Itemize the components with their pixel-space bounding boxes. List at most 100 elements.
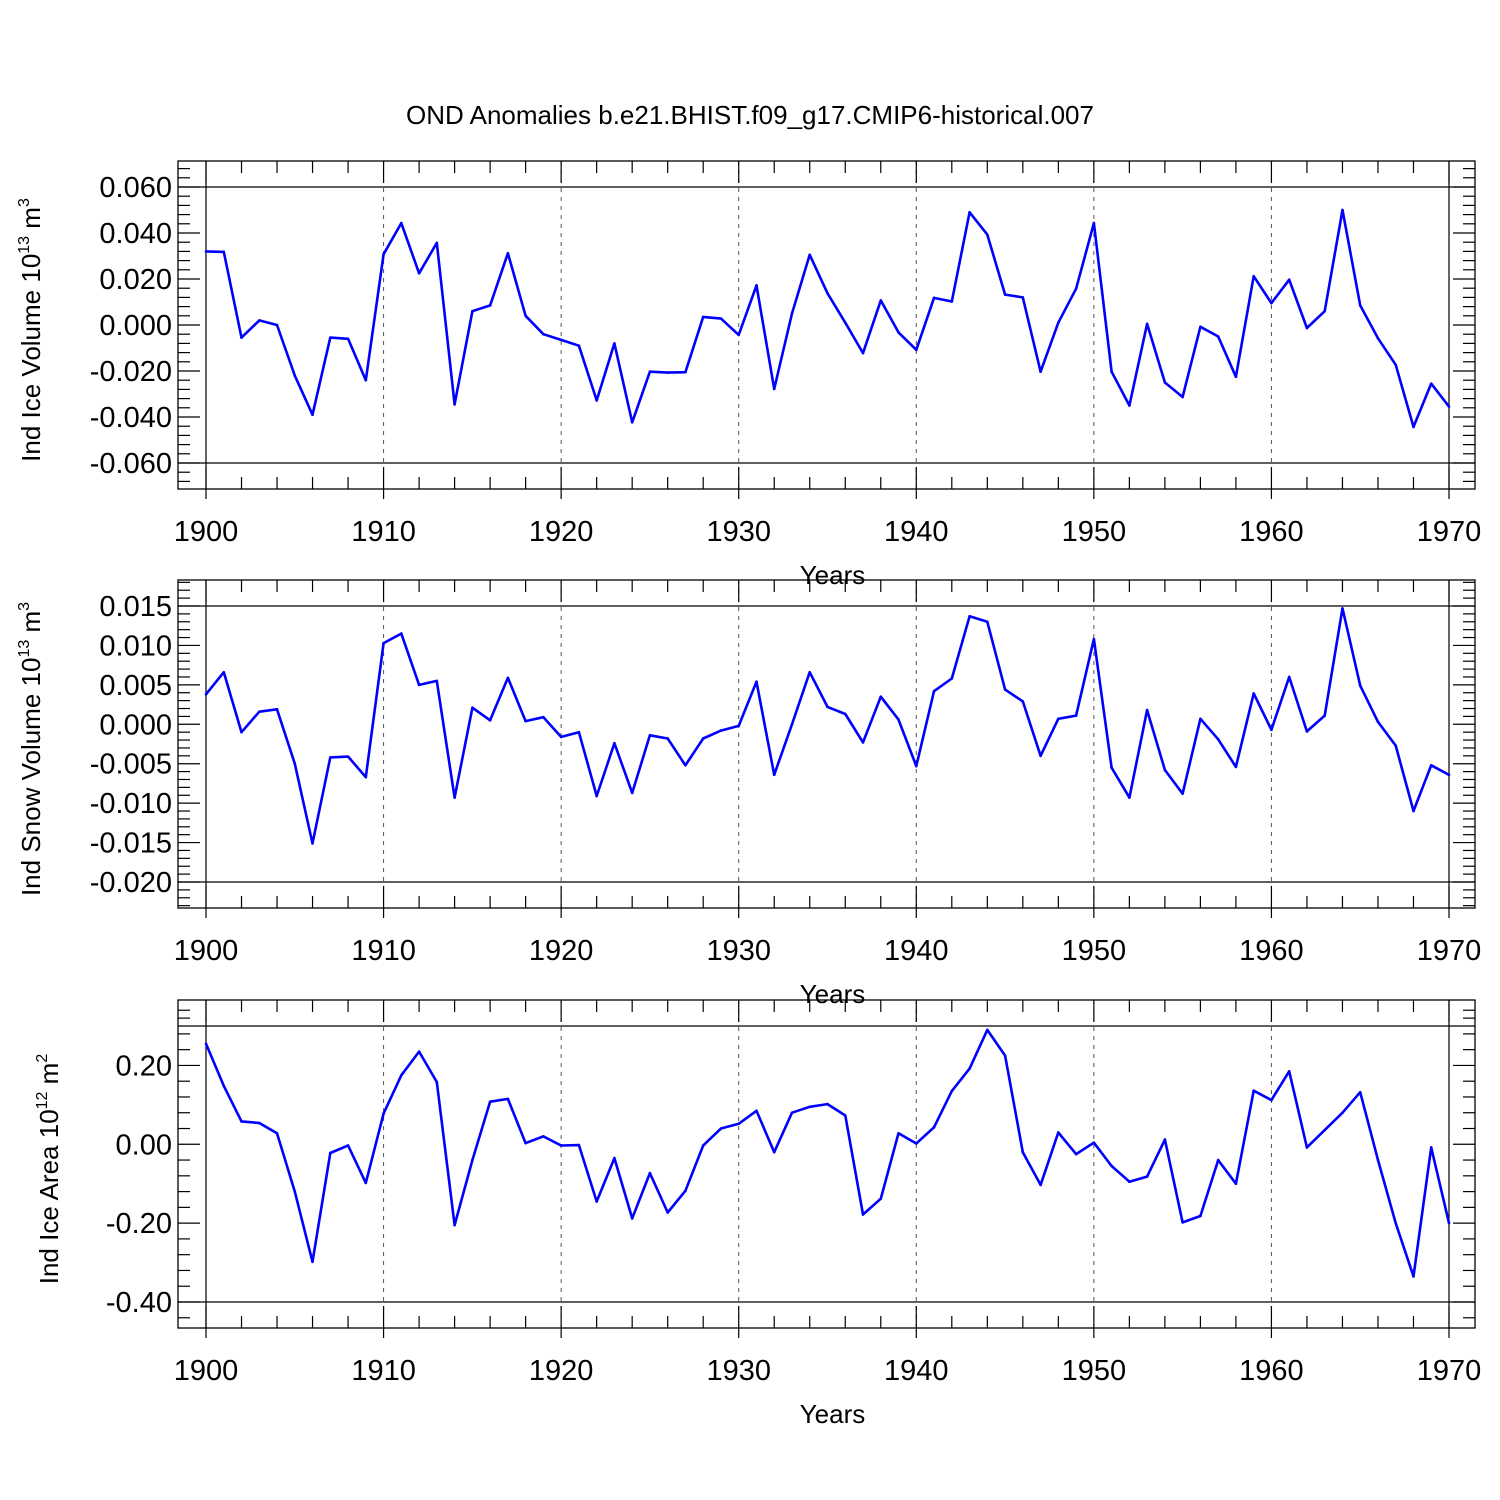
data-point bbox=[1376, 1158, 1380, 1162]
data-point bbox=[1092, 221, 1096, 225]
data-point bbox=[488, 304, 492, 307]
data-point bbox=[417, 1050, 421, 1053]
data-point bbox=[701, 315, 705, 319]
data-point bbox=[435, 1080, 439, 1084]
data-point bbox=[1074, 1152, 1078, 1156]
data-point bbox=[701, 737, 705, 740]
x-tick-label: 1910 bbox=[351, 516, 416, 548]
data-point bbox=[648, 1171, 652, 1175]
y-axis-title: Ind Ice Area 1012 m2 bbox=[34, 1054, 64, 1285]
data-point bbox=[1234, 765, 1238, 769]
data-point bbox=[453, 796, 456, 799]
data-point bbox=[719, 729, 723, 732]
data-point bbox=[1429, 1146, 1433, 1149]
data-point bbox=[648, 370, 652, 373]
data-point bbox=[1074, 714, 1078, 717]
data-point bbox=[329, 1151, 332, 1155]
y-axis-title-exponent: 13 bbox=[16, 640, 33, 658]
y-tick-label: -0.010 bbox=[90, 788, 172, 820]
data-point bbox=[1003, 688, 1007, 691]
data-point bbox=[382, 1112, 385, 1115]
data-point bbox=[666, 1211, 669, 1214]
data-point bbox=[613, 342, 616, 345]
data-point bbox=[808, 670, 812, 674]
x-tick-label: 1920 bbox=[529, 1355, 594, 1387]
data-point bbox=[364, 378, 368, 382]
data-point bbox=[453, 403, 456, 406]
data-point bbox=[488, 1100, 492, 1104]
x-tick-label: 1970 bbox=[1417, 1355, 1482, 1387]
data-point bbox=[346, 755, 350, 758]
series-line-snow-volume bbox=[204, 607, 1450, 845]
data-point bbox=[240, 1120, 243, 1123]
data-point bbox=[1110, 766, 1113, 769]
data-point bbox=[1039, 370, 1042, 373]
data-point bbox=[1287, 1070, 1291, 1073]
data-point bbox=[524, 719, 527, 723]
data-point bbox=[1039, 1183, 1042, 1187]
y-tick-label: -0.40 bbox=[106, 1287, 172, 1319]
data-point bbox=[861, 1213, 865, 1216]
data-point bbox=[861, 351, 865, 355]
data-point bbox=[417, 271, 421, 275]
x-tick-label: 1960 bbox=[1239, 516, 1304, 548]
data-point bbox=[630, 791, 634, 795]
data-point bbox=[1287, 278, 1291, 281]
panel-ice-volume: 1900 1910 1920 1930 1940 1950 1960 1970 Years 0.0… bbox=[16, 160, 1482, 590]
y-axis-title-unit: m bbox=[16, 611, 46, 640]
x-tick-label: 1920 bbox=[529, 516, 594, 548]
x-tick-label: 1910 bbox=[351, 1355, 416, 1387]
x-tick-label: 1960 bbox=[1239, 1355, 1304, 1387]
data-point bbox=[1270, 301, 1273, 305]
data-point bbox=[1163, 381, 1167, 384]
data-point bbox=[968, 614, 971, 618]
data-point bbox=[897, 718, 900, 721]
data-point bbox=[1199, 717, 1202, 721]
data-point bbox=[1412, 1275, 1415, 1278]
y-axis-title-exponent: 13 bbox=[16, 236, 33, 254]
x-tick-label: 1920 bbox=[529, 935, 594, 967]
data-point bbox=[897, 331, 900, 334]
data-point bbox=[577, 730, 581, 734]
data-point bbox=[559, 1144, 563, 1147]
data-point bbox=[1234, 375, 1238, 379]
data-point bbox=[1128, 1180, 1131, 1184]
data-point bbox=[772, 773, 776, 777]
data-point bbox=[382, 252, 385, 256]
y-axis-title: Ind Ice Volume 1013 m3 bbox=[16, 198, 46, 462]
x-tick-label: 1950 bbox=[1062, 935, 1127, 967]
data-point bbox=[1252, 692, 1255, 695]
figure-title: OND Anomalies b.e21.BHIST.f09_g17.CMIP6-… bbox=[406, 100, 1094, 130]
data-point bbox=[1021, 700, 1025, 703]
data-point bbox=[1394, 1221, 1398, 1225]
y-tick-label: -0.020 bbox=[90, 867, 172, 899]
panel-snow-volume: 1900 1910 1920 1930 1940 1950 1960 1970 Years 0.0… bbox=[16, 579, 1482, 1009]
x-tick-label: 1970 bbox=[1417, 516, 1482, 548]
y-tick-label: 0.00 bbox=[116, 1129, 172, 1161]
data-point bbox=[719, 317, 723, 320]
data-point bbox=[435, 241, 439, 245]
data-point bbox=[595, 794, 598, 798]
x-axis-title: Years bbox=[800, 560, 866, 590]
x-tick-label: 1970 bbox=[1417, 935, 1482, 967]
data-point bbox=[577, 344, 581, 348]
data-point bbox=[1394, 363, 1398, 367]
data-point bbox=[1358, 1090, 1362, 1094]
data-point bbox=[808, 253, 812, 257]
data-point bbox=[826, 1102, 829, 1106]
y-axis-title-text: Ind Snow Volume 10 bbox=[16, 658, 46, 897]
data-point bbox=[524, 1141, 527, 1145]
x-tick-label: 1940 bbox=[884, 1355, 949, 1387]
data-point bbox=[1429, 382, 1433, 385]
data-point bbox=[1429, 763, 1433, 767]
data-point bbox=[346, 337, 350, 341]
y-axis-title-unit-exponent: 2 bbox=[34, 1054, 51, 1063]
data-point bbox=[897, 1131, 900, 1135]
data-point bbox=[1057, 717, 1060, 721]
data-point bbox=[613, 741, 616, 745]
data-point bbox=[364, 775, 368, 779]
data-point bbox=[1128, 404, 1131, 407]
y-tick-label: -0.040 bbox=[90, 402, 172, 434]
y-tick-label: 0.015 bbox=[99, 591, 172, 623]
data-point bbox=[879, 695, 883, 698]
